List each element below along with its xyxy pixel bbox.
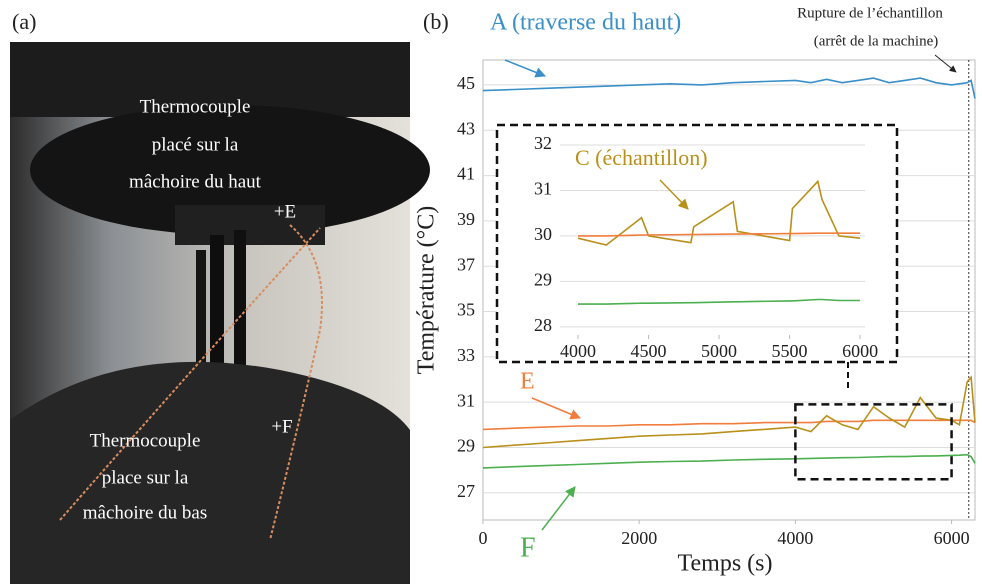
photo-label-line: placé sur la <box>152 134 239 155</box>
y-tick-label: 41 <box>457 164 475 184</box>
y-tick-label: 30 <box>534 224 552 244</box>
photo-label-line: Thermocouple <box>140 96 251 117</box>
marker-label: +F <box>271 416 292 437</box>
y-tick-label: 28 <box>534 315 552 335</box>
y-tick-label: 31 <box>457 390 475 410</box>
series-line <box>482 453 976 469</box>
annotation: (arrêt de la machine) <box>814 33 939 49</box>
photo-label-line: mâchoire du haut <box>129 171 262 192</box>
panel-label: (b) <box>423 9 449 34</box>
marker-label: +E <box>274 201 296 222</box>
annotation: Rupture de l’échantillon <box>797 5 943 21</box>
series-line <box>578 232 861 237</box>
y-tick-label: 31 <box>534 179 552 199</box>
arrow <box>541 486 576 531</box>
series-line <box>578 298 861 305</box>
x-tick-label: 6000 <box>934 528 970 548</box>
arrow <box>531 397 581 420</box>
y-tick-label: 29 <box>534 269 552 289</box>
y-tick-label: 27 <box>457 481 475 501</box>
arrow <box>934 54 957 73</box>
zoom-box <box>794 403 953 481</box>
arrow <box>659 179 689 210</box>
x-tick-label: 5500 <box>772 341 808 361</box>
series-line <box>482 375 976 449</box>
photo <box>10 42 430 584</box>
annotation: F <box>520 532 536 563</box>
y-tick-label: 37 <box>457 254 475 274</box>
x-tick-label: 0 <box>479 528 488 548</box>
y-tick-label: 29 <box>457 436 475 456</box>
y-tick-label: 39 <box>457 209 475 229</box>
photo-label-line: Thermocouple <box>90 430 201 451</box>
y-tick-label: 35 <box>457 300 475 320</box>
x-tick-label: 2000 <box>621 528 657 548</box>
y-axis-label: Température (°C) <box>414 206 440 375</box>
annotation: C (échantillon) <box>575 145 708 170</box>
x-axis-label: Temps (s) <box>678 551 773 577</box>
series-line <box>482 77 976 99</box>
y-tick-label: 33 <box>457 345 475 365</box>
x-tick-label: 4500 <box>631 341 667 361</box>
y-tick-label: 45 <box>457 73 475 93</box>
annotation: E <box>520 369 535 395</box>
y-tick-label: 43 <box>457 118 475 138</box>
x-tick-label: 4000 <box>560 341 596 361</box>
inset-chart: 28 29 30 31 32 4000 4500 5000 5500 6000 <box>495 123 899 364</box>
x-tick-label: 5000 <box>701 341 737 361</box>
series-line <box>577 179 861 246</box>
arrow <box>504 59 546 78</box>
photo-label-line: mâchoire du bas <box>83 502 208 523</box>
plot-frame <box>482 59 976 521</box>
x-tick-label: 4000 <box>777 528 813 548</box>
panel-label: (a) <box>12 9 36 34</box>
photo-label-line: place sur la <box>102 467 189 488</box>
y-tick-label: 32 <box>534 133 552 153</box>
annotation: A (traverse du haut) <box>490 10 681 36</box>
inset-frame <box>495 123 899 364</box>
x-tick-label: 6000 <box>842 341 878 361</box>
